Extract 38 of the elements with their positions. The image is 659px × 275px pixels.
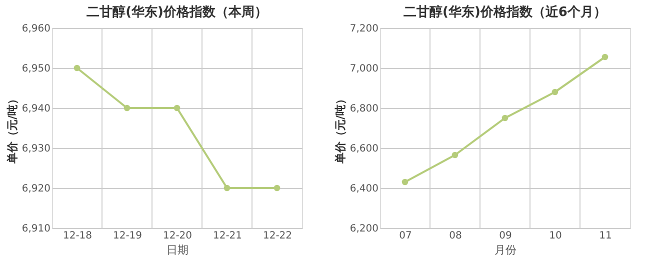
x-tick-label: 09 — [499, 230, 512, 242]
y-tick-label: 6,940 — [22, 104, 50, 114]
y-tick-label: 6,920 — [22, 184, 50, 194]
x-axis-title: 日期 — [166, 244, 188, 256]
x-tick-label: 12-21 — [212, 230, 242, 242]
y-tick-label: 6,600 — [350, 144, 378, 154]
x-tick-label: 10 — [549, 230, 562, 242]
point — [552, 88, 558, 96]
chart-title: 二甘醇(华东)价格指数（近6个月） — [404, 4, 606, 20]
point — [174, 104, 180, 112]
point — [602, 54, 608, 60]
point — [124, 104, 130, 112]
y-tick-label: 6,200 — [350, 224, 378, 234]
y-tick-label: 6,950 — [22, 64, 50, 74]
point — [452, 152, 458, 158]
point — [274, 184, 280, 192]
point — [402, 178, 408, 186]
x-tick-label: 11 — [599, 230, 612, 242]
y-tick-label: 6,930 — [22, 144, 50, 154]
y-tick-label: 6,910 — [22, 224, 50, 234]
x-tick-label: 08 — [449, 230, 462, 242]
x-tick-label: 12-19 — [112, 230, 142, 242]
chart-title: 二甘醇(华东)价格指数（本周） — [86, 4, 268, 20]
y-tick-label: 6,400 — [350, 184, 378, 194]
y-tick-label: 6,800 — [350, 104, 378, 114]
point — [74, 64, 80, 72]
y-tick-label: 7,000 — [350, 64, 378, 74]
x-tick-label: 12-22 — [262, 230, 292, 242]
y-tick-label: 6,960 — [22, 24, 50, 34]
y-tick-label: 7,200 — [350, 24, 378, 34]
x-tick-label: 07 — [399, 230, 412, 242]
x-axis-title: 月份 — [494, 244, 516, 256]
point — [224, 184, 230, 192]
y-axis-title: 单价（元/吨） — [6, 93, 19, 165]
x-tick-label: 12-20 — [162, 230, 192, 242]
x-tick-label: 12-18 — [62, 230, 92, 242]
point — [502, 114, 508, 122]
y-axis-title: 单价（元/吨） — [334, 93, 347, 165]
